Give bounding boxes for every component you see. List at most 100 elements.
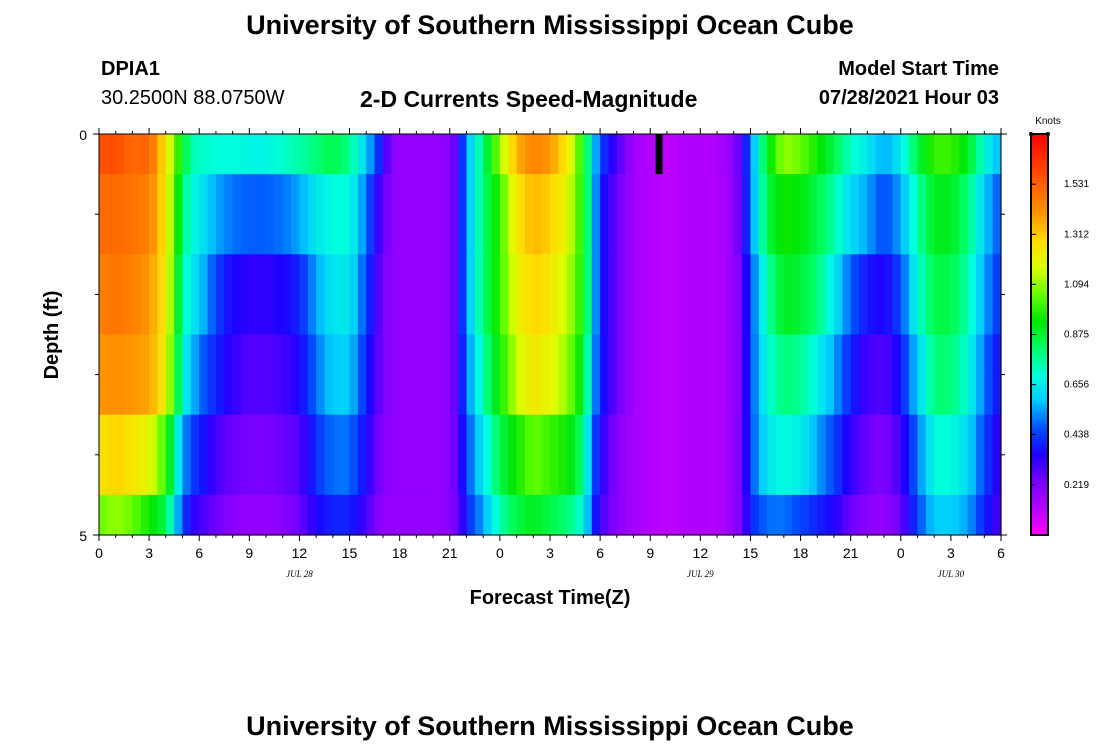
heatmap-cell bbox=[833, 174, 843, 255]
heatmap-cell bbox=[249, 254, 259, 336]
heatmap-cell bbox=[115, 134, 125, 175]
heatmap-cell bbox=[817, 334, 827, 416]
heatmap-cell bbox=[566, 174, 576, 255]
heatmap-cell bbox=[633, 174, 643, 255]
heatmap-cell bbox=[399, 174, 409, 255]
heatmap-cell bbox=[984, 494, 994, 536]
heatmap-cell bbox=[266, 134, 275, 175]
heatmap-cell bbox=[174, 134, 184, 175]
heatmap-cell bbox=[215, 254, 225, 336]
heatmap-cell bbox=[717, 134, 726, 175]
heatmap-cell bbox=[466, 334, 476, 416]
heatmap-cell bbox=[316, 414, 326, 496]
heatmap-cell bbox=[725, 254, 735, 336]
heatmap-cell bbox=[884, 494, 894, 536]
heatmap-cell bbox=[900, 334, 910, 416]
heatmap-cell bbox=[975, 494, 985, 536]
heatmap-cell bbox=[959, 134, 969, 175]
heatmap-cell bbox=[382, 334, 392, 416]
heatmap-cell bbox=[324, 334, 334, 416]
heatmap-cell bbox=[859, 414, 868, 496]
heatmap-cell bbox=[249, 174, 259, 255]
heatmap-cell bbox=[140, 414, 150, 496]
heatmap-cell bbox=[291, 254, 301, 336]
heatmap-cell bbox=[666, 494, 676, 536]
heatmap-cell bbox=[750, 134, 760, 175]
heatmap-cell bbox=[859, 174, 868, 255]
heatmap-cell bbox=[691, 174, 701, 255]
heatmap-cell bbox=[224, 134, 234, 175]
heatmap-cell bbox=[408, 494, 417, 536]
heatmap-cell bbox=[575, 494, 585, 536]
heatmap-cell bbox=[717, 414, 726, 496]
heatmap-cell bbox=[842, 254, 852, 336]
heatmap-cell bbox=[600, 134, 610, 175]
heatmap-cell bbox=[808, 174, 818, 255]
heatmap-cell bbox=[391, 414, 401, 496]
heatmap-cell bbox=[900, 494, 910, 536]
heatmap-cell bbox=[934, 494, 944, 536]
heatmap-cell bbox=[691, 134, 701, 175]
heatmap-cell bbox=[541, 254, 551, 336]
heatmap-cell bbox=[115, 494, 125, 536]
heatmap-cell bbox=[717, 174, 726, 255]
heatmap-cell bbox=[767, 134, 777, 175]
heatmap-cell bbox=[416, 254, 426, 336]
heatmap-cell bbox=[466, 254, 476, 336]
heatmap-cell bbox=[215, 494, 225, 536]
heatmap-cell bbox=[825, 334, 835, 416]
x-tick-label: 12 bbox=[292, 545, 308, 561]
heatmap-cell bbox=[892, 134, 902, 175]
heatmap-cell bbox=[508, 494, 518, 536]
heatmap-cell bbox=[424, 134, 434, 175]
heatmap-cell bbox=[391, 174, 401, 255]
heatmap-cell bbox=[967, 134, 977, 175]
heatmap-cell bbox=[424, 494, 434, 536]
heatmap-cell bbox=[591, 334, 601, 416]
heatmap-cell bbox=[742, 494, 752, 536]
heatmap-cell bbox=[149, 494, 159, 536]
heatmap-cell bbox=[107, 254, 117, 336]
heatmap-cell bbox=[433, 254, 443, 336]
heatmap-cell bbox=[875, 334, 885, 416]
heatmap-cell bbox=[499, 254, 509, 336]
heatmap-cell bbox=[341, 414, 351, 496]
heatmap-cell bbox=[658, 174, 668, 255]
heatmap-cell bbox=[341, 254, 351, 336]
heatmap-cell bbox=[909, 134, 919, 175]
heatmap-cell bbox=[466, 174, 476, 255]
heatmap-cell bbox=[675, 414, 685, 496]
heatmap-cell bbox=[316, 134, 326, 175]
heatmap-cell bbox=[767, 414, 777, 496]
heatmap-cell bbox=[399, 334, 409, 416]
heatmap-cell bbox=[349, 334, 359, 416]
heatmap-cell bbox=[399, 414, 409, 496]
heatmap-cell bbox=[650, 134, 660, 175]
heatmap-cell bbox=[316, 174, 326, 255]
heatmap-cell bbox=[458, 134, 468, 175]
heatmap-cell bbox=[458, 334, 468, 416]
heatmap-cell bbox=[207, 174, 217, 255]
heatmap-cell bbox=[132, 414, 142, 496]
heatmap-cell bbox=[650, 494, 660, 536]
heatmap-cell bbox=[900, 134, 910, 175]
heatmap-cell bbox=[366, 174, 376, 255]
heatmap-cell bbox=[483, 134, 493, 175]
heatmap-cell bbox=[892, 494, 902, 536]
heatmap-cell bbox=[132, 254, 142, 336]
heatmap-cell bbox=[274, 174, 284, 255]
heatmap-cell bbox=[934, 134, 944, 175]
heatmap-cell bbox=[466, 134, 476, 175]
heatmap-cell bbox=[483, 494, 493, 536]
heatmap-cell bbox=[633, 134, 643, 175]
heatmap-cell bbox=[875, 174, 885, 255]
heatmap-cell bbox=[182, 414, 192, 496]
x-tick-label: 6 bbox=[195, 545, 203, 561]
heatmap-cell bbox=[341, 174, 351, 255]
heatmap-cell bbox=[725, 174, 735, 255]
heatmap-cell bbox=[825, 134, 835, 175]
heatmap-cell bbox=[232, 254, 242, 336]
heatmap-cell bbox=[541, 414, 551, 496]
heatmap-cell bbox=[215, 134, 225, 175]
x-tick-label: 21 bbox=[843, 545, 859, 561]
